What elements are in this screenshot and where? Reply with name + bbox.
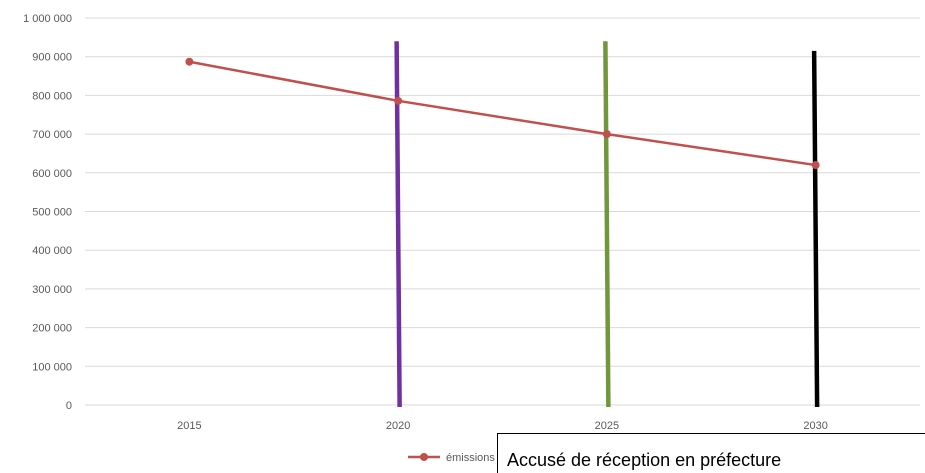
y-tick-label: 500 000	[32, 207, 72, 219]
x-tick-label: 2030	[803, 420, 827, 432]
series-layer	[185, 57, 820, 170]
data-point-2020	[394, 96, 403, 105]
y-tick-label: 800 000	[32, 90, 72, 102]
y-tick-label: 400 000	[32, 245, 72, 257]
y-tick-label: 0	[66, 400, 72, 412]
y-tick-label: 600 000	[32, 168, 72, 180]
y-axis-tick-labels: 0 100 000 200 000 300 000 400 000 500 000 600 …	[23, 13, 72, 412]
y-tick-label: 200 000	[32, 323, 72, 335]
y-tick-label: 900 000	[32, 52, 72, 64]
data-point-2030	[811, 161, 820, 170]
y-tick-label: 100 000	[32, 361, 72, 373]
y-tick-label: 1 000 000	[23, 13, 72, 25]
marker-line-2030	[811, 50, 820, 408]
x-tick-label: 2025	[595, 420, 619, 432]
data-point-2025	[602, 130, 611, 139]
x-tick-label: 2020	[386, 420, 410, 432]
data-point-2015	[185, 57, 194, 66]
y-tick-label: 300 000	[32, 284, 72, 296]
series-line	[189, 60, 816, 167]
vertical-marker-lines	[394, 41, 820, 408]
x-tick-label: 2015	[177, 420, 201, 432]
y-tick-label: 700 000	[32, 129, 72, 141]
marker-line-2020	[394, 41, 402, 408]
gridlines	[85, 17, 920, 406]
reception-stamp: Accusé de réception en préfecture	[497, 433, 925, 473]
x-axis-tick-labels: 2015 2020 2025 2030	[177, 420, 828, 432]
legend-swatch-marker	[420, 453, 428, 461]
marker-line-2025	[603, 41, 611, 408]
stamp-text: Accusé de réception en préfecture	[507, 450, 782, 470]
